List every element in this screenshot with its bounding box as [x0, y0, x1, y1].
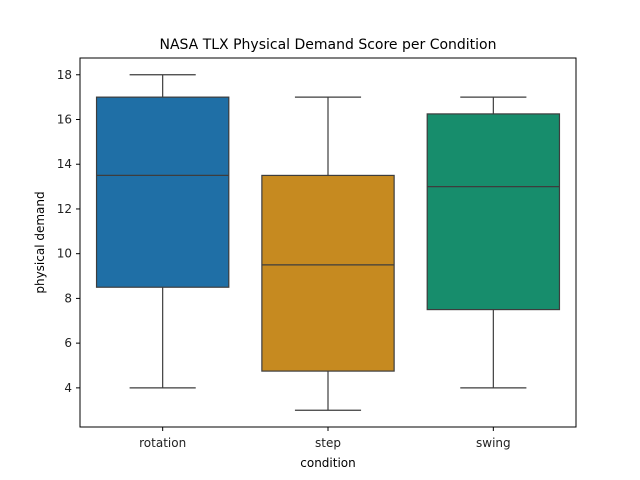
x-tick-label: step — [315, 436, 341, 450]
y-tick-label: 4 — [64, 381, 72, 395]
x-tick-label: swing — [476, 436, 511, 450]
y-tick-label: 10 — [57, 247, 72, 261]
y-tick-label: 12 — [57, 202, 72, 216]
y-axis-label: physical demand — [33, 191, 47, 293]
box-step — [261, 174, 395, 372]
x-tick-label: rotation — [139, 436, 186, 450]
y-tick-label: 6 — [64, 336, 72, 350]
chart-title: NASA TLX Physical Demand Score per Condi… — [159, 37, 496, 53]
y-tick-label: 16 — [57, 113, 72, 127]
box-swing — [426, 113, 561, 311]
x-axis-label: condition — [300, 456, 355, 470]
plot-area — [95, 74, 561, 411]
y-tick-label: 18 — [57, 68, 72, 82]
box-rotation — [95, 96, 230, 288]
y-tick-label: 14 — [57, 157, 72, 171]
y-tick-label: 8 — [64, 291, 72, 305]
axes: 4 6 8 10 12 14 16 18 rotation step swing — [57, 68, 511, 450]
